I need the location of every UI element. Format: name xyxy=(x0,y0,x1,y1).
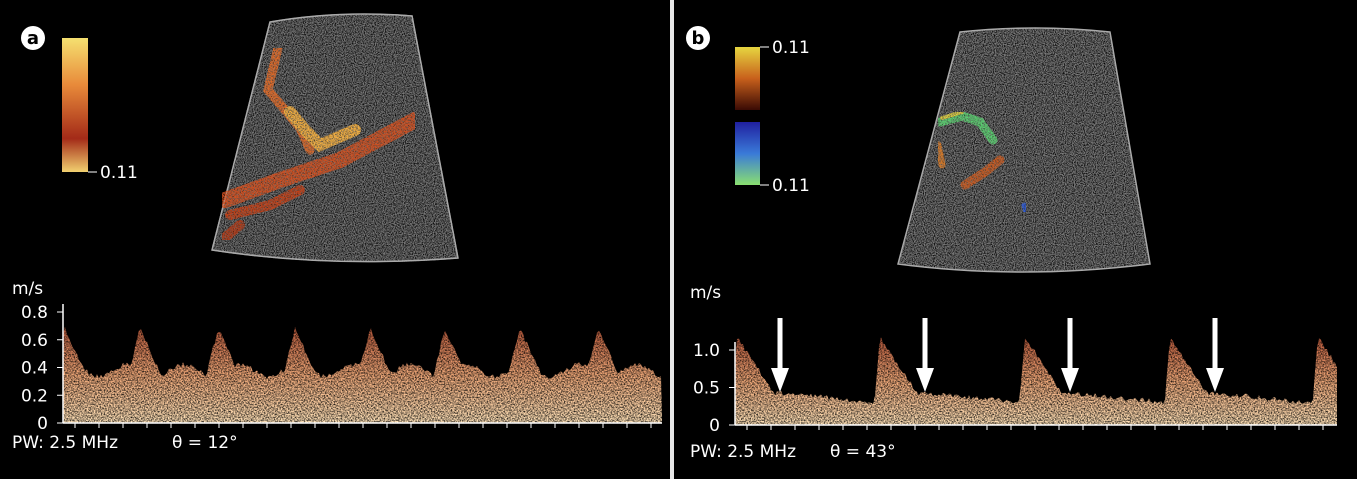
axis-unit: m/s xyxy=(690,283,721,303)
y-tick-label: 0 xyxy=(37,414,48,434)
panel-label: b xyxy=(692,28,705,49)
color-bar xyxy=(735,122,760,185)
y-tick-label: 0.5 xyxy=(693,379,720,399)
panel-label: a xyxy=(27,28,39,49)
y-tick-label: 1.0 xyxy=(693,341,720,361)
y-tick-label: 0 xyxy=(709,416,720,436)
axis-unit: m/s xyxy=(12,279,43,299)
y-tick-label: 0.2 xyxy=(21,386,48,406)
angle-label: θ = 12° xyxy=(172,433,238,453)
settings-label: PW: 2.5 MHz xyxy=(12,433,118,453)
color-bar xyxy=(62,38,88,172)
vessel xyxy=(1024,205,1026,212)
y-tick-label: 0.4 xyxy=(21,359,48,379)
color-bar-label: 0.11 xyxy=(772,176,810,196)
color-bar xyxy=(735,47,760,110)
y-tick-label: 0.8 xyxy=(21,303,48,323)
y-tick-label: 0.6 xyxy=(21,331,48,351)
color-bar-label: 0.11 xyxy=(772,38,810,58)
panel-divider xyxy=(670,0,674,479)
settings-label: PW: 2.5 MHz xyxy=(690,442,796,462)
vessel xyxy=(938,145,942,165)
color-bar-label: 0.11 xyxy=(100,163,138,183)
angle-label: θ = 43° xyxy=(830,442,896,462)
